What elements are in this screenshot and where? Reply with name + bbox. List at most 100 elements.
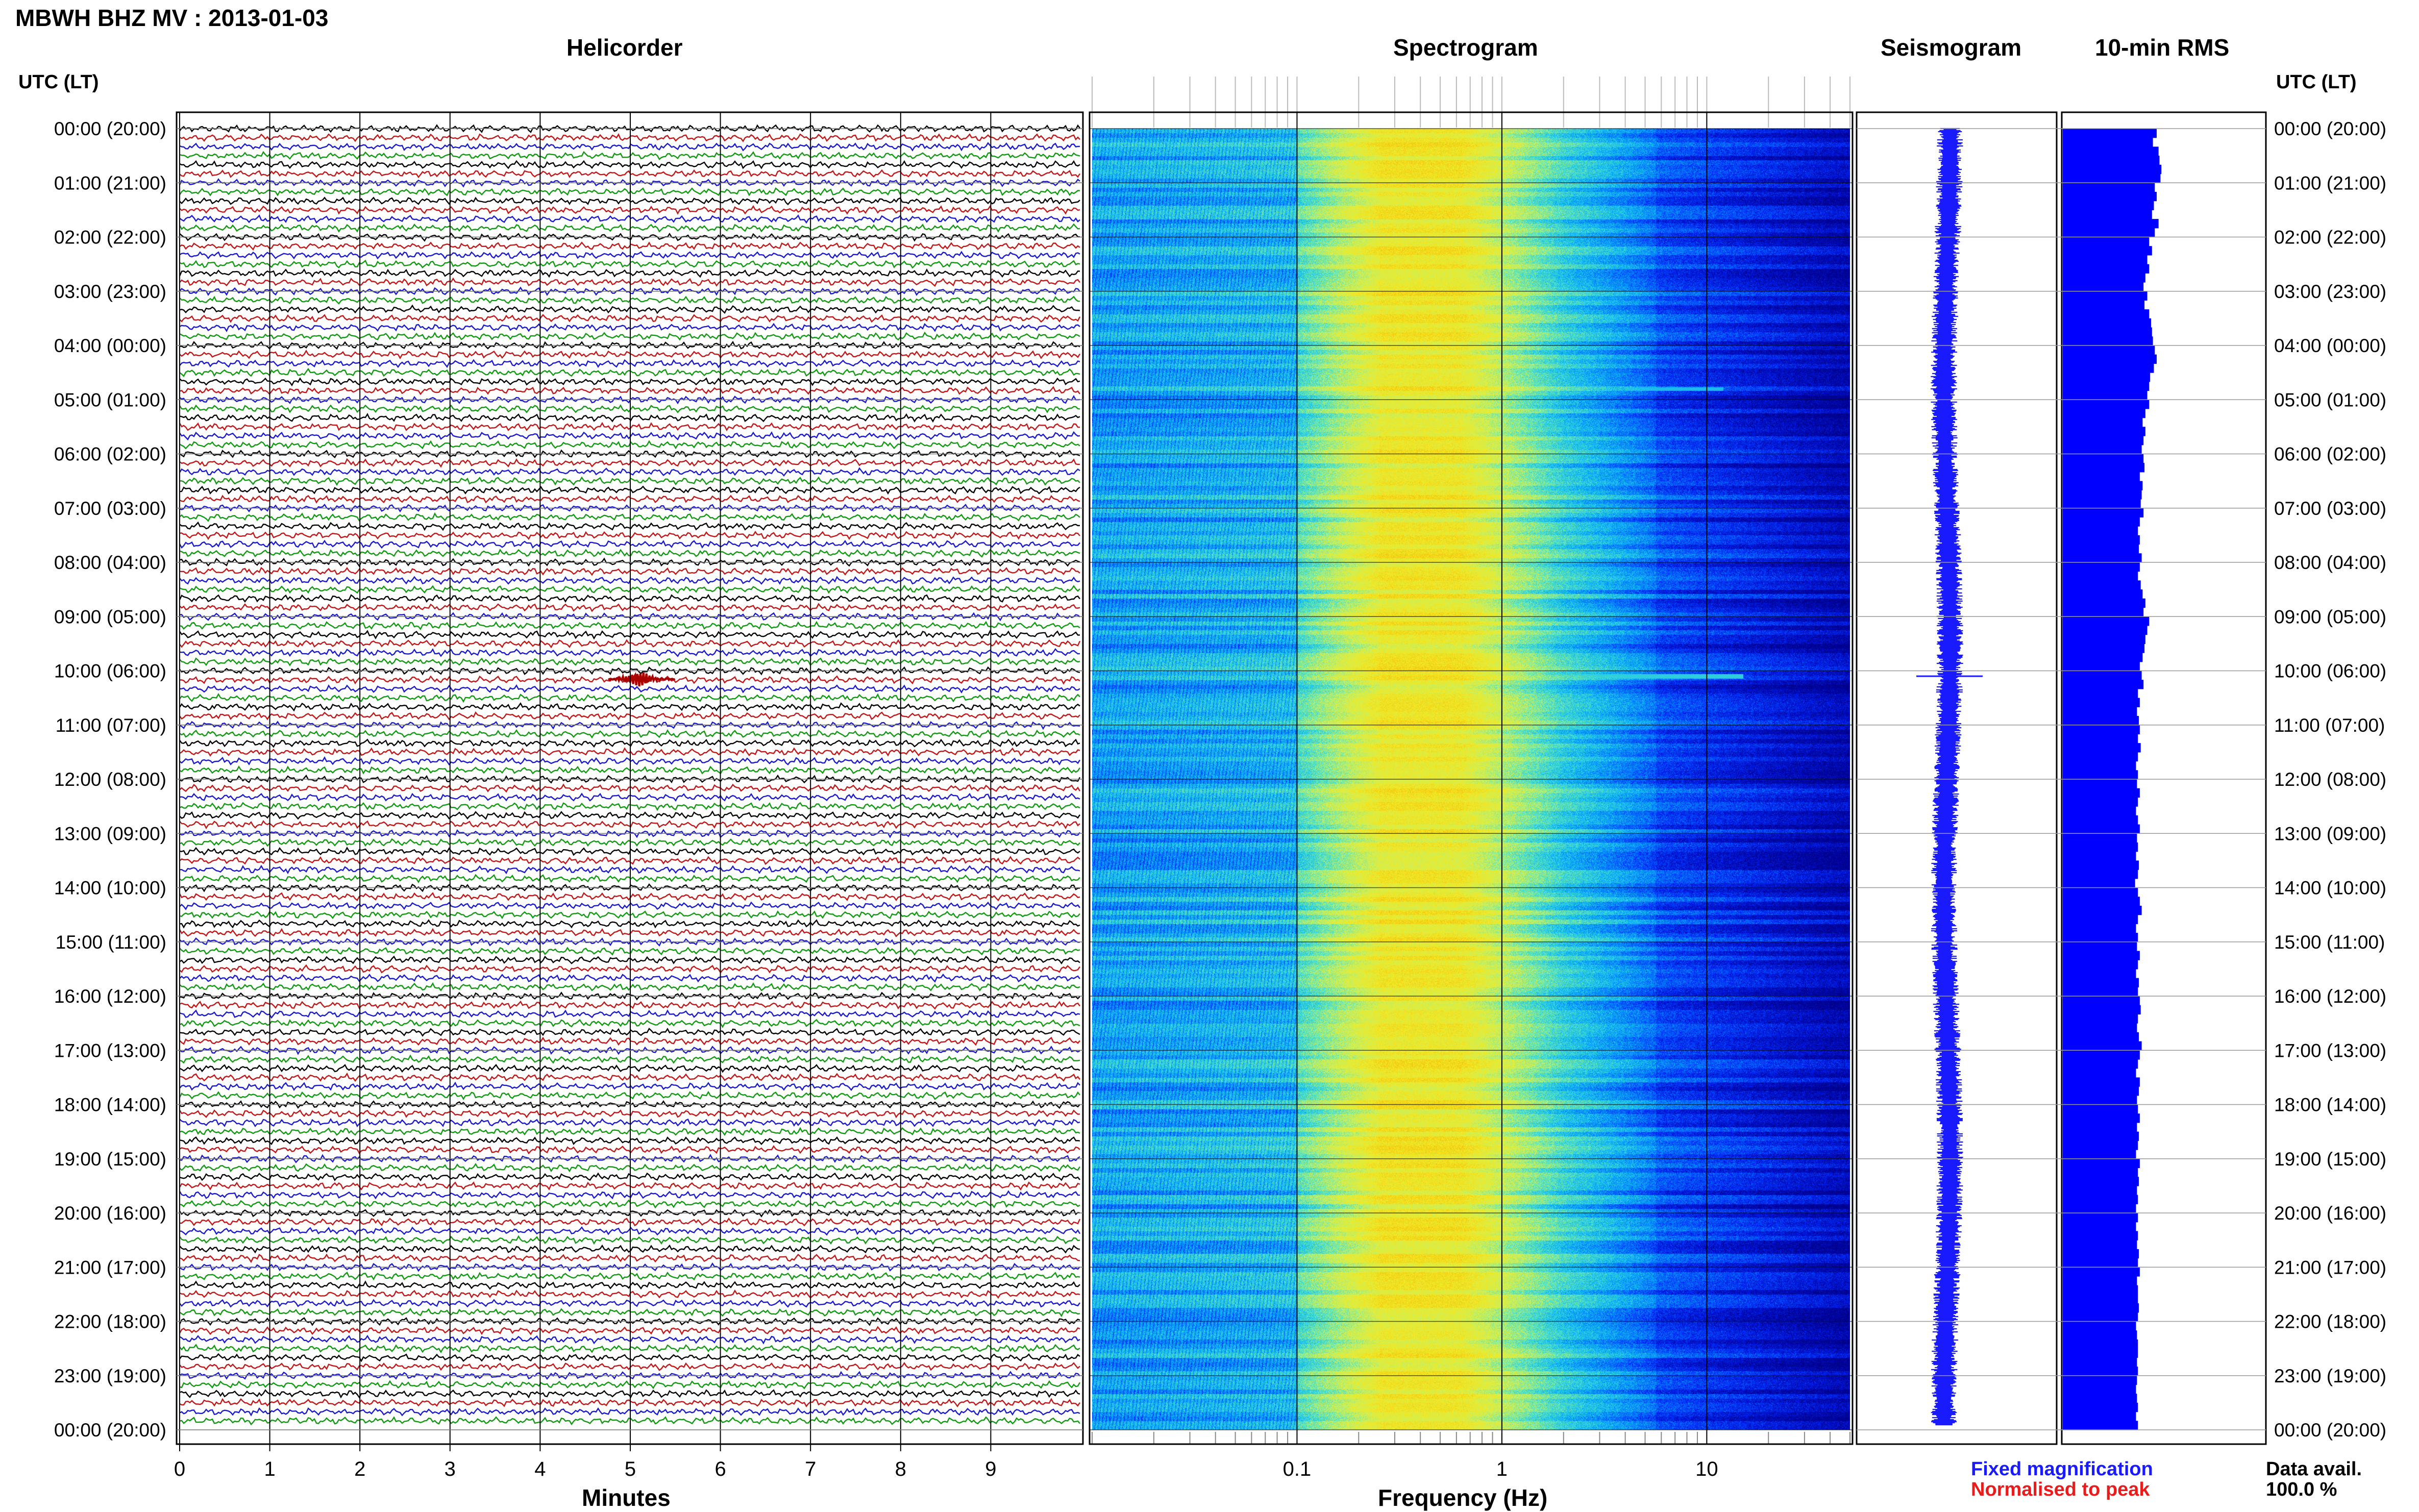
rms-bar (2063, 996, 2140, 1006)
helicorder-xtick-label: 8 (895, 1458, 906, 1480)
rms-bar (2063, 228, 2155, 238)
rms-bar (2063, 1384, 2136, 1394)
helicorder-xtick-label: 3 (445, 1458, 456, 1480)
spectrogram-xtick-label: 1 (1496, 1458, 1508, 1480)
right-time-label: 08:00 (04:00) (2274, 552, 2386, 573)
spectrogram-title: Spectrogram (1393, 34, 1538, 61)
rms-bar (2063, 1059, 2138, 1069)
rms-bar (2063, 851, 2136, 861)
rms-bar (2063, 1421, 2138, 1430)
rms-bar (2063, 671, 2142, 680)
rms-bar (2063, 797, 2138, 807)
right-time-label: 03:00 (23:00) (2274, 281, 2386, 302)
rms-bar (2063, 219, 2159, 229)
rms-bar (2063, 535, 2140, 545)
rms-bar (2063, 634, 2145, 644)
rms-bar (2063, 183, 2155, 192)
rms-bar (2063, 887, 2138, 897)
rms-bar (2063, 1411, 2136, 1421)
helicorder-xtick-label: 6 (714, 1458, 726, 1480)
rms-bar (2063, 960, 2138, 970)
helicorder-xtick-label: 9 (985, 1458, 996, 1480)
rms-bar (2063, 1357, 2137, 1367)
rms-bar (2063, 273, 2145, 283)
rms-bar (2063, 1204, 2136, 1213)
rms-bar (2063, 1267, 2140, 1277)
spectrogram-xtick-label: 0.1 (1283, 1458, 1312, 1480)
rms-bar (2063, 454, 2144, 463)
helicorder-xtick-label: 0 (174, 1458, 185, 1480)
rms-bar (2063, 987, 2138, 997)
rms-bar (2063, 1104, 2138, 1114)
rms-bar (2063, 870, 2138, 879)
left-time-label: 03:00 (23:00) (54, 281, 166, 302)
rms-bar (2063, 363, 2154, 373)
rms-bar (2063, 237, 2150, 246)
spectrogram-xlabel: Frequency (Hz) (1378, 1484, 1548, 1511)
left-time-label: 13:00 (09:00) (54, 823, 166, 844)
rms-bar (2063, 698, 2140, 707)
left-time-label: 12:00 (08:00) (54, 769, 166, 790)
rms-bar (2063, 625, 2148, 635)
rms-bar (2063, 978, 2139, 987)
rms-bar (2063, 761, 2136, 771)
rms-bar (2063, 969, 2136, 979)
left-time-label: 20:00 (16:00) (54, 1203, 166, 1224)
rms-bar (2063, 589, 2143, 599)
rms-bar (2063, 1402, 2138, 1412)
left-time-label: 01:00 (21:00) (54, 172, 166, 193)
right-time-label: 02:00 (22:00) (2274, 227, 2386, 248)
rms-bar (2063, 707, 2137, 716)
rms-bar (2063, 1240, 2137, 1250)
right-time-label: 23:00 (19:00) (2274, 1366, 2386, 1386)
rms-bar (2063, 427, 2145, 436)
left-axis-header: UTC (LT) (18, 71, 99, 93)
rms-bar (2063, 373, 2151, 382)
rms-bar (2063, 1276, 2137, 1286)
rms-bar (2063, 1168, 2138, 1177)
rms-bar (2063, 770, 2138, 780)
left-time-label: 18:00 (14:00) (54, 1095, 166, 1116)
rms-bar (2063, 508, 2144, 518)
left-time-label: 11:00 (07:00) (56, 715, 166, 736)
rms-bar (2063, 1394, 2137, 1403)
rms-bar (2063, 481, 2143, 490)
rms-bar (2063, 815, 2138, 825)
left-time-label: 00:00 (20:00) (54, 1420, 166, 1441)
rms-bar (2063, 743, 2141, 753)
rms-bar (2063, 752, 2138, 762)
rms-bar (2063, 1285, 2138, 1295)
right-time-label: 07:00 (03:00) (2274, 498, 2386, 519)
right-time-label: 04:00 (00:00) (2274, 335, 2386, 356)
right-time-label: 21:00 (17:00) (2274, 1257, 2386, 1278)
left-time-label: 17:00 (13:00) (54, 1040, 166, 1061)
right-time-label: 05:00 (01:00) (2274, 389, 2386, 410)
rms-bar (2063, 191, 2157, 202)
helicorder-xtick-label: 2 (354, 1458, 365, 1480)
helicorder-event (607, 672, 676, 687)
rms-bar (2063, 779, 2137, 789)
rms-bar (2063, 282, 2144, 292)
left-time-label: 04:00 (00:00) (54, 335, 166, 356)
seismogram-frame (1856, 111, 2058, 1445)
rms-bar (2063, 1077, 2140, 1087)
data-avail-label: Data avail. (2266, 1458, 2362, 1480)
rms-bar (2063, 734, 2138, 743)
right-time-label: 06:00 (02:00) (2274, 444, 2386, 465)
left-time-label: 02:00 (22:00) (54, 227, 166, 248)
rms-bar (2063, 408, 2145, 418)
right-time-label: 00:00 (20:00) (2274, 1420, 2386, 1441)
left-time-label: 23:00 (19:00) (54, 1366, 166, 1386)
left-time-label: 07:00 (03:00) (54, 498, 166, 519)
rms-bar (2063, 173, 2161, 183)
rms-bar (2063, 354, 2157, 364)
rms-bar (2063, 1014, 2138, 1024)
spectrogram-frame (1089, 111, 1854, 1445)
spectrogram-panel (1092, 77, 1850, 1444)
rms-bar (2063, 309, 2150, 319)
right-time-label: 22:00 (18:00) (2274, 1311, 2386, 1332)
rms-bar (2063, 725, 2140, 735)
left-time-label: 06:00 (02:00) (54, 444, 166, 465)
rms-bar (2063, 1231, 2138, 1241)
